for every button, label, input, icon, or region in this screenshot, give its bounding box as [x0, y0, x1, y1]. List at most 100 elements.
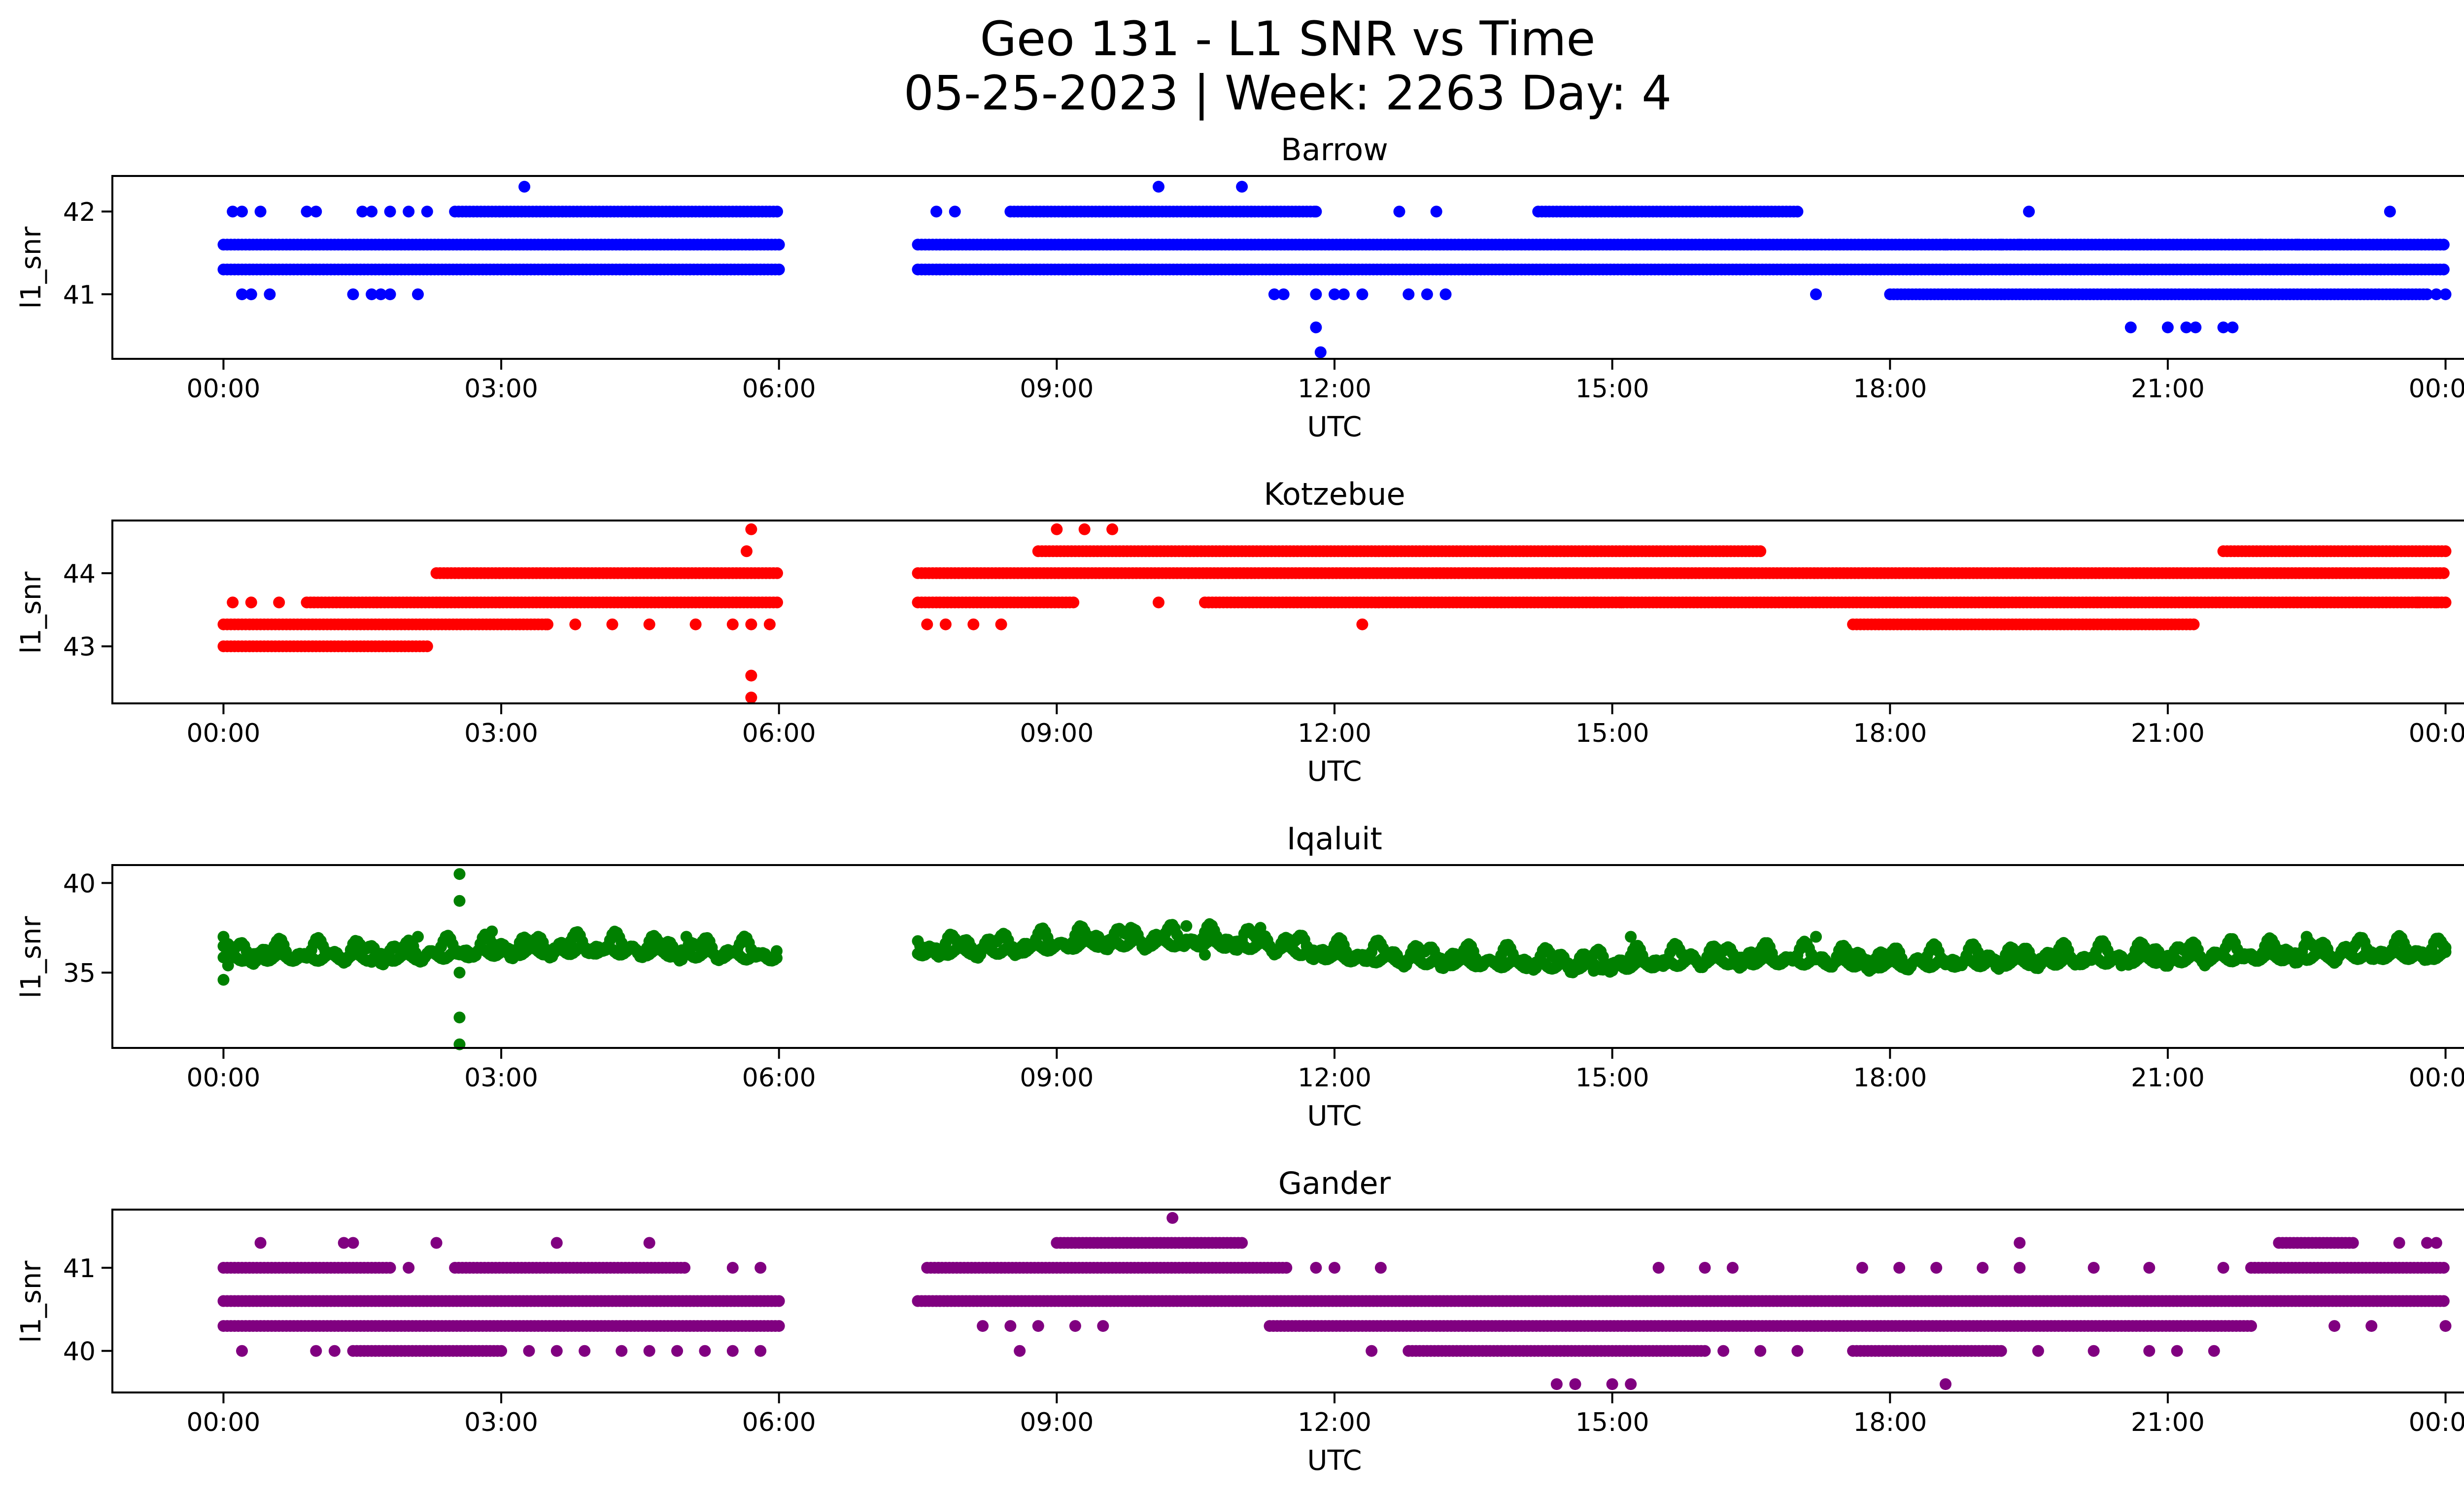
x-tick-label: 12:00	[1298, 719, 1371, 748]
data-point	[1356, 618, 1369, 630]
data-point	[366, 288, 378, 301]
data-point	[453, 967, 466, 979]
data-point	[2291, 239, 2303, 251]
panel-kotzebue: Kotzebue UTC l1_snr 00:00 03:00 06:00 09:00…	[15, 476, 2464, 788]
y-axis-label: l1_snr	[15, 226, 47, 309]
data-point	[1615, 596, 1628, 609]
data-point	[745, 523, 757, 535]
x-tick-label: 00:00	[187, 719, 261, 748]
data-point	[1967, 239, 1980, 251]
data-point	[1421, 288, 1433, 301]
x-tick-label: 09:00	[1020, 719, 1094, 748]
data-points	[217, 523, 2452, 704]
data-point	[1940, 239, 1951, 251]
data-point	[745, 692, 757, 704]
data-point	[1310, 321, 1322, 334]
data-point	[421, 640, 433, 653]
data-point	[1439, 288, 1452, 301]
data-point	[217, 973, 230, 986]
data-point	[773, 239, 785, 251]
data-point	[1067, 596, 1080, 609]
data-point	[1995, 239, 2007, 251]
data-point	[745, 618, 757, 630]
data-point	[227, 206, 239, 218]
data-point	[227, 596, 239, 609]
data-point	[1810, 288, 1822, 301]
data-point	[921, 618, 933, 630]
data-point	[1403, 288, 1415, 301]
data-point	[347, 288, 359, 301]
data-point	[421, 206, 433, 218]
data-point	[771, 206, 783, 218]
data-point	[606, 618, 618, 630]
data-point	[245, 288, 257, 301]
data-point	[569, 618, 582, 630]
data-point	[763, 954, 776, 966]
data-point	[2412, 596, 2424, 609]
data-point	[1754, 545, 1767, 557]
data-point	[2437, 263, 2450, 276]
data-point	[486, 925, 498, 938]
data-point	[1078, 523, 1091, 535]
data-point	[1310, 206, 1322, 218]
data-point	[1310, 288, 1322, 301]
data-point	[375, 288, 387, 301]
data-point	[2217, 321, 2229, 334]
data-points	[217, 180, 2452, 358]
data-point	[264, 288, 276, 301]
x-tick-label: 18:00	[1853, 374, 1927, 404]
data-point	[1393, 206, 1405, 218]
y-axis-label: l1_snr	[15, 916, 47, 999]
data-point	[773, 263, 785, 276]
data-point	[453, 868, 466, 880]
data-point	[2430, 288, 2442, 301]
data-point	[1625, 931, 1637, 943]
data-point	[2023, 206, 2035, 218]
data-point	[967, 618, 980, 630]
x-tick-label: 09:00	[1020, 374, 1094, 404]
panel-title: Iqaluit	[1287, 821, 1382, 857]
data-point	[453, 895, 466, 907]
x-tick-label: 03:00	[464, 374, 538, 404]
x-axis-label: UTC	[1307, 1100, 1362, 1132]
data-point	[2384, 206, 2396, 218]
data-point	[222, 959, 234, 972]
data-point	[2180, 321, 2192, 334]
x-tick-label: 00:00	[2409, 374, 2464, 404]
data-point	[273, 596, 285, 609]
data-point	[1337, 288, 1350, 301]
data-point	[1588, 965, 1600, 977]
x-axis-label: UTC	[1307, 756, 1362, 788]
data-point	[236, 288, 248, 301]
data-point	[366, 956, 378, 968]
data-point	[2430, 596, 2442, 609]
y-tick-label: 42	[63, 198, 96, 227]
data-point	[680, 931, 692, 943]
data-point	[1106, 523, 1119, 535]
data-point	[995, 618, 1007, 630]
panel-title: Barrow	[1281, 132, 1388, 168]
data-point	[1810, 931, 1822, 943]
x-tick-label: 03:00	[464, 719, 538, 748]
data-point	[2190, 321, 2202, 334]
data-point	[1430, 206, 1442, 218]
data-point	[1125, 922, 1137, 934]
data-point	[1153, 596, 1164, 609]
data-point	[2439, 545, 2452, 557]
data-point	[1865, 961, 1878, 973]
data-point	[301, 206, 313, 218]
data-point	[2421, 288, 2433, 301]
data-point	[1356, 288, 1369, 301]
data-point	[1588, 596, 1600, 609]
data-point	[1902, 959, 1915, 972]
data-point	[1199, 948, 1211, 961]
figure-title-line1: Geo 131 - L1 SNR vs Time	[980, 11, 1596, 67]
x-tick-label: 21:00	[2131, 374, 2205, 404]
x-tick-label: 06:00	[742, 374, 816, 404]
data-point	[763, 618, 776, 630]
data-point	[384, 288, 396, 301]
data-point	[2124, 321, 2137, 334]
data-point	[518, 180, 531, 193]
data-point	[1180, 920, 1193, 932]
data-point	[643, 618, 655, 630]
